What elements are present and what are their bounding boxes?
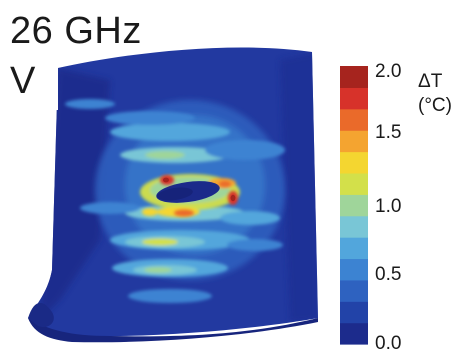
colorbar-swatch xyxy=(340,237,368,260)
colorbar-tick-label: 0.5 xyxy=(375,264,402,285)
colorbar-tick-label: 0.0 xyxy=(375,333,402,354)
colorbar-swatch xyxy=(340,215,368,238)
colorbar-swatch xyxy=(340,322,368,345)
field-band xyxy=(144,267,172,273)
colorbar xyxy=(340,66,368,345)
field-band xyxy=(142,238,178,246)
colorbar-swatch xyxy=(340,151,368,174)
colorbar-unit: (°C) xyxy=(418,95,452,116)
colorbar-swatch xyxy=(340,66,368,88)
dark-core xyxy=(157,187,193,201)
field-band xyxy=(128,289,212,303)
field-band xyxy=(80,202,140,214)
colorbar-swatch xyxy=(340,108,368,131)
field-band xyxy=(220,211,280,225)
colorbar-tick-label: 1.5 xyxy=(375,122,402,143)
peak-hotspot xyxy=(174,209,194,217)
colorbar-swatch xyxy=(340,172,368,195)
peak-hotspot xyxy=(219,181,231,187)
field-band xyxy=(110,123,230,141)
colorbar-swatch xyxy=(340,87,368,110)
field-band xyxy=(145,151,185,159)
colorbar-swatch xyxy=(340,194,368,217)
sheet-edge xyxy=(28,302,54,328)
polarization-label: V xyxy=(10,60,36,102)
colorbar-tick-label: 2.0 xyxy=(375,61,402,82)
field-band xyxy=(65,99,115,109)
field-band xyxy=(205,140,285,160)
peak-hotspot xyxy=(230,194,236,202)
colorbar-swatch xyxy=(340,130,368,153)
colorbar-quantity: ΔT xyxy=(418,71,443,92)
colorbar-tick-label: 1.0 xyxy=(375,196,402,217)
colorbar-swatch xyxy=(340,279,368,302)
label-backdrop xyxy=(0,0,58,110)
field-band xyxy=(227,239,283,251)
colorbar-swatch xyxy=(340,258,368,281)
peak-hotspot xyxy=(163,177,169,183)
field-band xyxy=(105,111,195,125)
shade-region xyxy=(280,52,318,322)
hotspot-ring xyxy=(142,208,158,216)
colorbar-swatch xyxy=(340,301,368,324)
shade-region xyxy=(40,68,110,320)
frequency-label: 26 GHz xyxy=(10,10,142,52)
sheet-edge xyxy=(28,318,318,343)
